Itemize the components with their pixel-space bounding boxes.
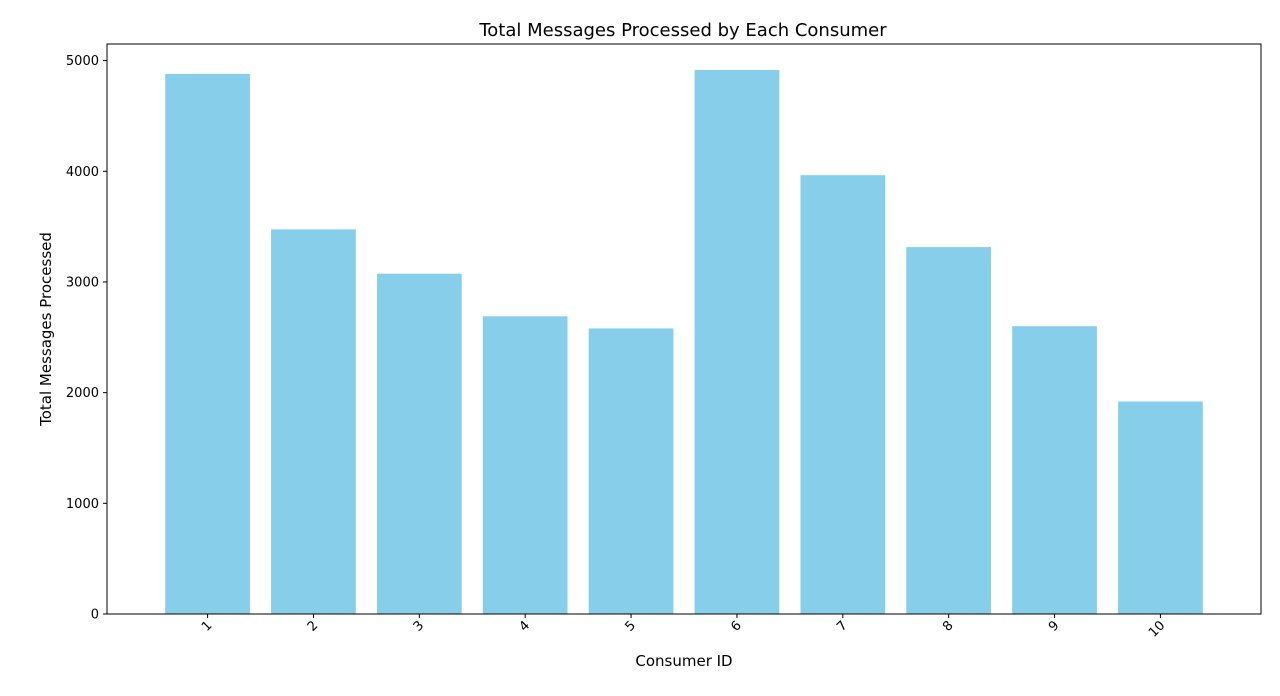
y-tick-label: 0: [91, 608, 99, 623]
x-axis: 1 2 3 4 5 6 7 8 9 10: [199, 614, 1168, 641]
x-tick-label: 3: [411, 618, 427, 634]
bars-group: [165, 70, 1203, 614]
y-tick-label: 5000: [66, 54, 99, 69]
x-tick-label: 8: [940, 618, 956, 634]
x-axis-label: Consumer ID: [635, 652, 732, 670]
bar-consumer-9: [1012, 326, 1097, 614]
y-tick-label: 4000: [66, 165, 99, 180]
y-axis: 0 1000 2000 3000 4000 5000: [66, 54, 107, 623]
bar-consumer-6: [694, 70, 780, 614]
x-tick-label: 2: [305, 618, 321, 634]
bar-consumer-7: [800, 175, 886, 614]
bar-consumer-10: [1118, 401, 1203, 614]
x-tick-label: 7: [834, 618, 850, 634]
bar-consumer-8: [906, 247, 991, 614]
y-tick-label: 3000: [66, 275, 99, 290]
bar-consumer-2: [271, 229, 356, 614]
plot-frame: [106, 43, 1262, 615]
y-axis-label: Total Messages Processed: [37, 232, 55, 427]
bar-consumer-3: [377, 273, 462, 614]
bar-consumer-4: [482, 316, 568, 614]
x-tick-label: 4: [517, 618, 533, 634]
y-tick-label: 2000: [66, 386, 99, 401]
x-tick-label: 10: [1146, 618, 1168, 640]
y-tick-label: 1000: [66, 497, 99, 512]
x-tick-label: 6: [728, 618, 744, 634]
bar-consumer-5: [588, 328, 674, 614]
x-tick-label: 1: [199, 618, 215, 634]
x-tick-label: 9: [1046, 618, 1062, 634]
chart-title: Total Messages Processed by Each Consume…: [478, 20, 887, 41]
bar-consumer-1: [165, 73, 250, 614]
x-tick-label: 5: [622, 618, 638, 634]
